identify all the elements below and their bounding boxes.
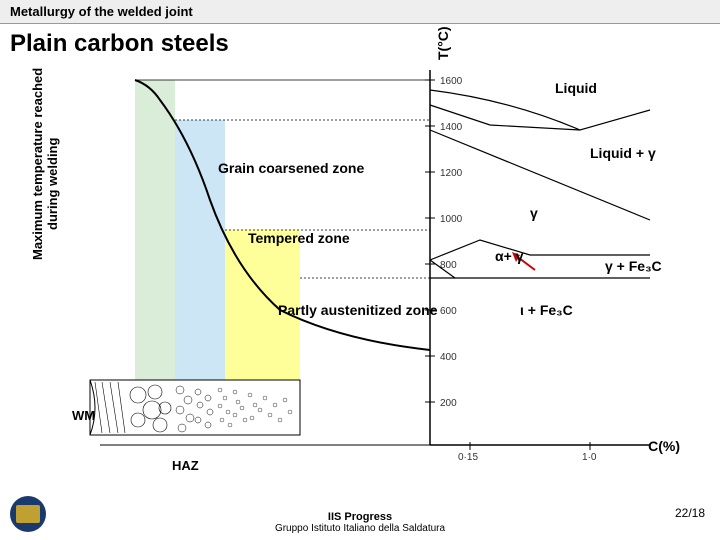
gamma-label: γ xyxy=(530,205,538,221)
svg-text:400: 400 xyxy=(440,352,457,363)
wm-label: WM xyxy=(72,408,95,423)
iota-fe3c-label: ι + Fe₃C xyxy=(520,302,573,318)
y-axis-sublabel: during welding xyxy=(45,138,60,230)
microstructure-sketch xyxy=(90,380,300,435)
austenitized-zone-label: Partly austenitized zone xyxy=(278,302,437,318)
svg-text:1000: 1000 xyxy=(440,214,463,225)
tempered-zone-label: Tempered zone xyxy=(248,230,350,246)
svg-text:1200: 1200 xyxy=(440,168,463,179)
coarsened-zone-label: Grain coarsened zone xyxy=(218,160,364,176)
liquid-label: Liquid xyxy=(555,80,597,96)
phase-lines xyxy=(430,90,650,278)
slide-header: Metallurgy of the welded joint xyxy=(0,0,720,24)
iis-logo xyxy=(10,496,46,532)
footer-line2: Gruppo Istituto Italiano della Saldatura xyxy=(275,523,445,534)
footer-line1: IIS Progress xyxy=(275,511,445,523)
svg-text:1·0: 1·0 xyxy=(582,452,597,463)
liquid-gamma-label: Liquid + γ xyxy=(590,145,656,161)
y-axis-label: Maximum temperature reached xyxy=(30,68,45,260)
svg-text:200: 200 xyxy=(440,398,457,409)
svg-text:0·15: 0·15 xyxy=(458,452,478,463)
phase-diagram: 1600 1400 1200 1000 800 600 400 200 0·15… xyxy=(60,60,680,480)
svg-text:1600: 1600 xyxy=(440,76,463,87)
haz-label: HAZ xyxy=(172,458,199,473)
coarsened-band xyxy=(135,80,175,380)
gamma-fe3c-label: γ + Fe₃C xyxy=(605,258,662,274)
svg-text:600: 600 xyxy=(440,306,457,317)
svg-text:1400: 1400 xyxy=(440,122,463,133)
alpha-gamma-label: α+ γ xyxy=(495,248,523,264)
footer: IIS Progress Gruppo Istituto Italiano de… xyxy=(275,511,445,534)
carbon-pct-label: C(%) xyxy=(648,438,680,454)
tempered-band xyxy=(175,120,225,380)
slide-title: Plain carbon steels xyxy=(10,30,229,58)
slide-number: 22/18 xyxy=(675,506,705,520)
temperature-axis-label: T(°C) xyxy=(435,26,451,60)
